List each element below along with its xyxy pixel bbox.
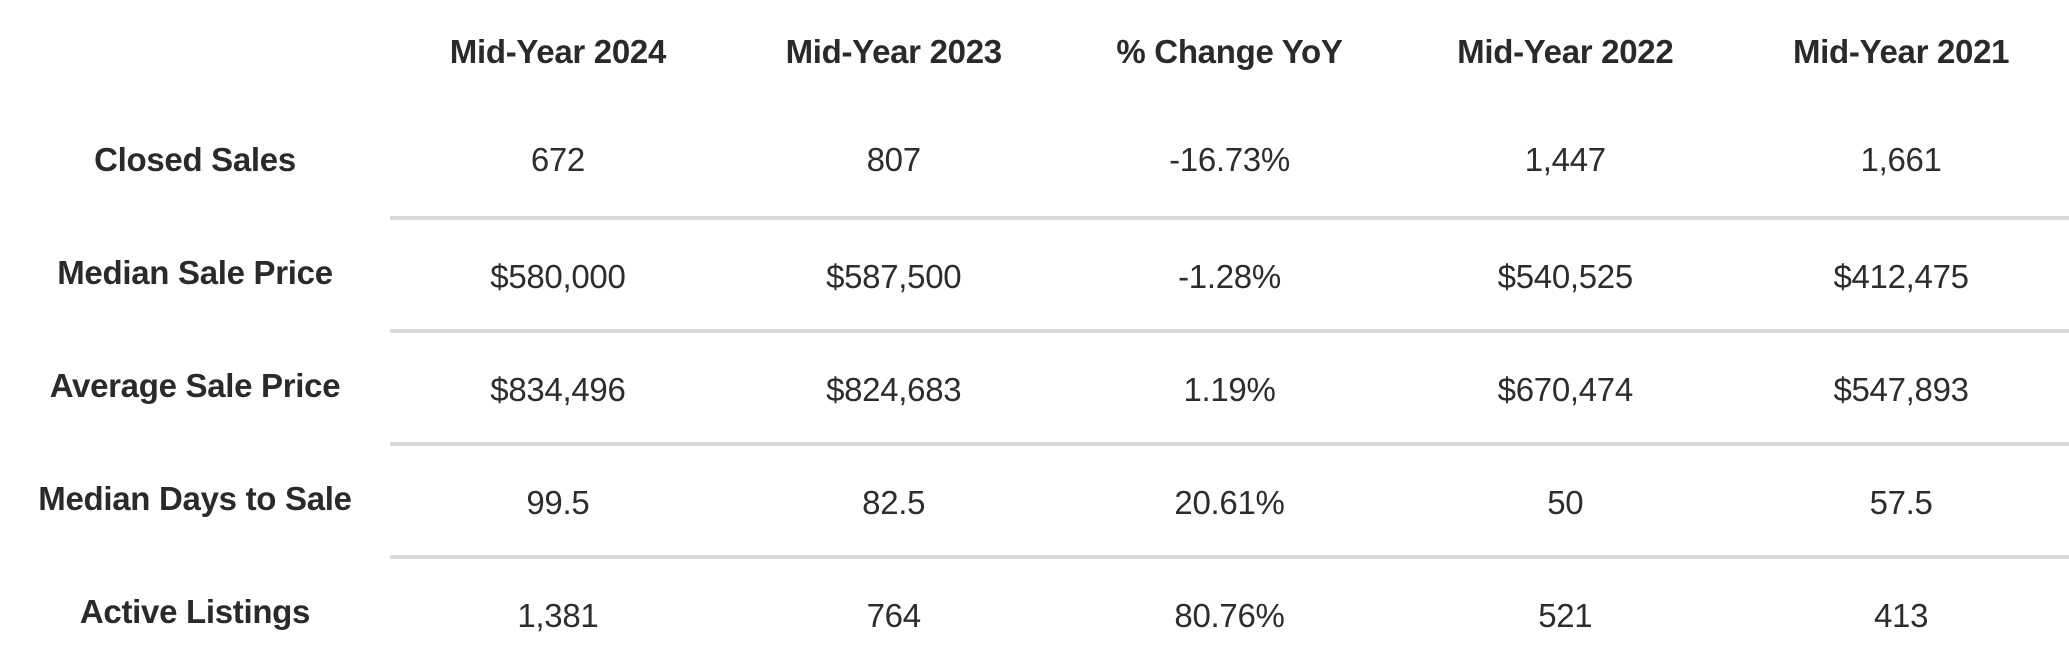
table-cell: 807 xyxy=(866,140,921,178)
table-cell: 672 xyxy=(530,140,585,178)
table-cell: 1,661 xyxy=(1860,140,1942,178)
table-cell: 1.19% xyxy=(1061,329,1398,446)
table-cell: 57.5 xyxy=(1733,442,2069,559)
table-cell: $834,496 xyxy=(390,329,726,446)
table-cell: $580,000 xyxy=(390,216,726,333)
table-row-median-sale-price: Median Sale Price $580,000 $587,500 -1.2… xyxy=(0,216,2069,329)
header-cell-midyear-2023: Mid-Year 2023 xyxy=(785,32,1003,70)
table-cell: $547,893 xyxy=(1733,329,2069,446)
table-cell: 80.76% xyxy=(1061,555,1398,672)
table-cell: 50 xyxy=(1397,442,1734,559)
row-label: Average Sale Price xyxy=(49,366,341,404)
table-cell: 413 xyxy=(1733,555,2069,672)
table-row-closed-sales: Closed Sales 672 807 -16.73% 1,447 1,661 xyxy=(0,103,2069,216)
table-cell: 521 xyxy=(1397,555,1734,672)
header-cell-midyear-2022: Mid-Year 2022 xyxy=(1457,32,1674,70)
table-cell: $670,474 xyxy=(1397,329,1734,446)
table-cell: 99.5 xyxy=(390,442,726,559)
table-cell: $412,475 xyxy=(1733,216,2069,333)
row-label: Active Listings xyxy=(79,592,311,630)
header-cell-midyear-2021: Mid-Year 2021 xyxy=(1792,32,2010,70)
table-cell: 1,381 xyxy=(390,555,726,672)
table-cell: $824,683 xyxy=(725,329,1062,446)
table-cell: $540,525 xyxy=(1397,216,1734,333)
table-row-average-sale-price: Average Sale Price $834,496 $824,683 1.1… xyxy=(0,329,2069,442)
header-cell-blank xyxy=(0,0,390,103)
table-cell: -16.73% xyxy=(1169,140,1290,178)
row-label: Median Sale Price xyxy=(57,253,333,291)
table-header-row: Mid-Year 2024 Mid-Year 2023 % Change YoY… xyxy=(0,0,2069,103)
table-cell: 1,447 xyxy=(1524,140,1606,178)
header-cell-pct-change-yoy: % Change YoY xyxy=(1116,32,1343,70)
header-cell-midyear-2024: Mid-Year 2024 xyxy=(449,32,667,70)
table-row-median-days-to-sale: Median Days to Sale 99.5 82.5 20.61% 50 … xyxy=(0,442,2069,555)
table-cell: -1.28% xyxy=(1061,216,1398,333)
table-row-active-listings: Active Listings 1,381 764 80.76% 521 413 xyxy=(0,555,2069,668)
row-label: Median Days to Sale xyxy=(38,479,352,517)
row-label: Closed Sales xyxy=(94,140,296,178)
table-cell: 20.61% xyxy=(1061,442,1398,559)
table-cell: 764 xyxy=(725,555,1062,672)
table-cell: $587,500 xyxy=(725,216,1062,333)
table-cell: 82.5 xyxy=(725,442,1062,559)
